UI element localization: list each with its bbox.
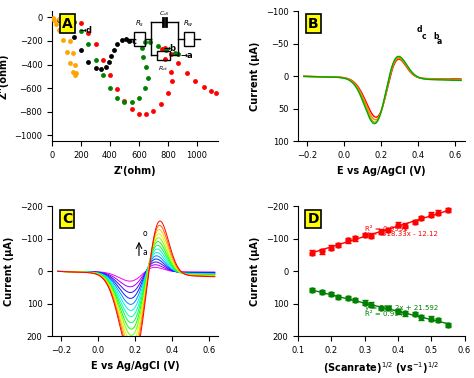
Text: A: A (62, 17, 73, 31)
Text: D: D (308, 212, 319, 226)
Text: y = -318.33x - 12.12: y = -318.33x - 12.12 (365, 231, 438, 237)
Text: c: c (422, 32, 427, 41)
Text: a: a (143, 248, 147, 257)
X-axis label: Z'(ohm): Z'(ohm) (114, 166, 156, 176)
Text: R² = 0.9991: R² = 0.9991 (365, 226, 408, 232)
Text: →d: →d (80, 26, 92, 35)
Text: a: a (437, 37, 442, 46)
Y-axis label: Z''(ohm): Z''(ohm) (0, 54, 9, 99)
Y-axis label: Current (μA): Current (μA) (4, 237, 14, 306)
Y-axis label: Current (μA): Current (μA) (250, 237, 260, 306)
Text: b: b (433, 32, 438, 41)
Y-axis label: Current (μA): Current (μA) (250, 42, 260, 111)
X-axis label: (Scanrate)$^{1/2}$ (vs$^{-1}$)$^{1/2}$: (Scanrate)$^{1/2}$ (vs$^{-1}$)$^{1/2}$ (323, 361, 439, 376)
Text: →b: →b (164, 44, 176, 53)
Text: B: B (308, 17, 319, 31)
X-axis label: E vs Ag/AgCl (V): E vs Ag/AgCl (V) (91, 361, 180, 371)
Text: →a: →a (181, 51, 193, 60)
X-axis label: E vs Ag/AgCl (V): E vs Ag/AgCl (V) (337, 166, 426, 176)
Text: R² = 0.9947: R² = 0.9947 (365, 311, 407, 317)
Text: o: o (143, 229, 147, 238)
Text: →c: →c (126, 37, 138, 46)
Text: C: C (62, 212, 72, 226)
Text: d: d (417, 25, 422, 34)
Text: y = 253.2x + 21.592: y = 253.2x + 21.592 (365, 305, 438, 311)
